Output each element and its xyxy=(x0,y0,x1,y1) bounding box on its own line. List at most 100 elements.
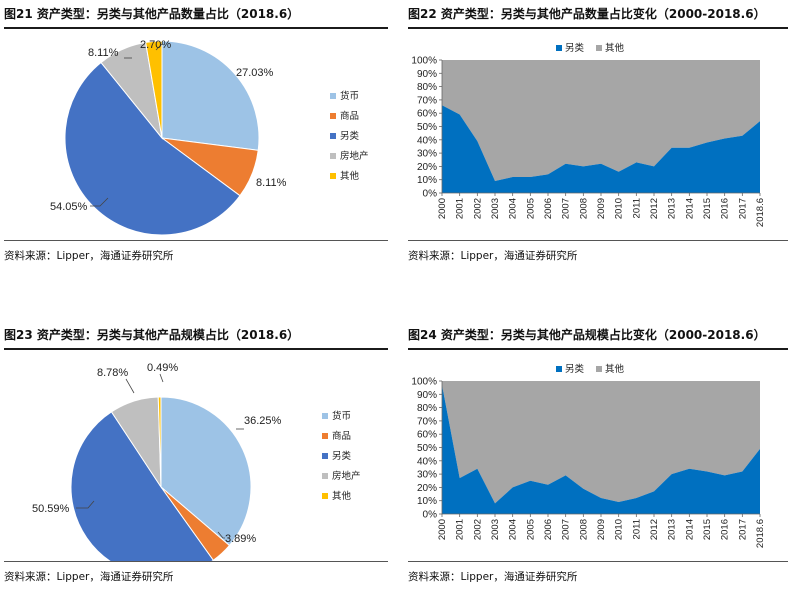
slice-label-4: 0.49% xyxy=(147,362,178,374)
source-rule xyxy=(408,561,788,562)
area-series-alt xyxy=(442,384,760,514)
figure-title: 图22 资产类型：另类与其他产品数量占比变化（2000-2018.6） xyxy=(408,7,766,21)
pie-slice-2 xyxy=(64,61,241,236)
legend-label-3: 房地产 xyxy=(332,470,361,482)
slice-label-0: 27.03% xyxy=(236,67,274,79)
y-tick-label-9: 90% xyxy=(417,69,437,80)
source-note: 资料来源：Lipper，海通证券研究所 xyxy=(408,571,578,583)
legend-label-0: 货币 xyxy=(332,410,351,422)
figure-23: 图23 资产类型：另类与其他产品规模占比（2018.6） 36.25% 3.89%… xyxy=(4,321,388,591)
legend-label-4: 其他 xyxy=(340,170,360,182)
x-tick-label-4: 2004 xyxy=(508,198,519,219)
area-series-other xyxy=(442,60,760,182)
legend-swatch-2 xyxy=(322,453,328,459)
legend-label-2: 另类 xyxy=(332,450,352,462)
legend-swatch-1 xyxy=(596,45,602,51)
leader-line-4 xyxy=(155,43,163,51)
x-tick-label-18: 2018.6 xyxy=(755,519,766,548)
y-tick-label-1: 10% xyxy=(417,496,437,507)
x-tick-label-11: 2011 xyxy=(631,198,642,218)
x-tick-label-0: 2000 xyxy=(437,198,448,219)
legend-label-2: 另类 xyxy=(340,130,360,142)
y-tick-label-3: 30% xyxy=(417,470,437,481)
leader-line-4 xyxy=(159,373,164,383)
legend-swatch-1 xyxy=(322,433,328,439)
x-tick-label-0: 2000 xyxy=(437,519,448,540)
legend-label-3: 房地产 xyxy=(340,150,369,162)
x-tick-label-5: 2005 xyxy=(525,198,536,219)
y-tick-label-8: 80% xyxy=(417,82,437,93)
x-tick-label-2: 2002 xyxy=(472,519,483,540)
slice-label-4: 2.70% xyxy=(140,39,171,51)
legend-swatch-1 xyxy=(596,366,602,372)
x-tick-label-16: 2016 xyxy=(720,519,731,540)
x-tick-label-12: 2012 xyxy=(649,198,660,219)
slice-label-0: 36.25% xyxy=(244,415,282,427)
leader-line-2 xyxy=(76,500,95,509)
x-tick-label-13: 2013 xyxy=(667,519,678,540)
x-tick-label-16: 2016 xyxy=(720,198,731,219)
figure-24: 图24 资产类型：另类与其他产品规模占比变化（2000-2018.6） 0% 10… xyxy=(408,321,788,591)
leader-line-2 xyxy=(90,197,109,207)
x-tick-label-15: 2015 xyxy=(702,519,713,540)
x-tick-label-6: 2006 xyxy=(543,519,554,540)
y-tick-label-6: 60% xyxy=(417,430,437,441)
figure-title: 图21 资产类型：另类与其他产品数量占比（2018.6） xyxy=(4,7,300,21)
x-tick-label-8: 2008 xyxy=(578,519,589,540)
title-rule xyxy=(408,27,788,29)
y-tick-label-1: 10% xyxy=(417,175,437,186)
legend-label-1: 其他 xyxy=(605,42,625,54)
legend-label-0: 另类 xyxy=(565,42,585,54)
y-tick-label-4: 40% xyxy=(417,456,437,467)
area-chart-count: 0% 10% 20% 30% 40% 50% 60% 70% 80% 90% 100% 2000 200… xyxy=(411,42,766,227)
x-tick-label-10: 2010 xyxy=(614,198,625,219)
slice-label-2: 54.05% xyxy=(50,201,88,213)
figure-22: 图22 资产类型：另类与其他产品数量占比变化（2000-2018.6） 0% 10… xyxy=(408,0,788,270)
y-tick-label-9: 90% xyxy=(417,390,437,401)
y-tick-label-6: 60% xyxy=(417,109,437,120)
leader-line-1 xyxy=(217,531,225,539)
y-tick-label-5: 50% xyxy=(417,443,437,454)
source-rule xyxy=(4,561,388,562)
y-tick-label-8: 80% xyxy=(417,403,437,414)
legend-swatch-2 xyxy=(330,133,336,139)
x-tick-label-1: 2001 xyxy=(455,519,466,540)
legend-label-1: 其他 xyxy=(605,363,625,375)
y-tick-label-5: 50% xyxy=(417,122,437,133)
legend-swatch-3 xyxy=(330,153,336,159)
source-note: 资料来源：Lipper，海通证券研究所 xyxy=(408,250,578,262)
y-tick-label-7: 70% xyxy=(417,95,437,106)
x-tick-label-12: 2012 xyxy=(649,519,660,540)
slice-label-1: 3.89% xyxy=(225,533,256,545)
y-tick-label-2: 20% xyxy=(417,162,437,173)
x-tick-label-4: 2004 xyxy=(508,519,519,540)
y-tick-label-4: 40% xyxy=(417,135,437,146)
figure-21: 图21 资产类型：另类与其他产品数量占比（2018.6） 27.03% 8.11%… xyxy=(4,0,388,270)
legend-label-1: 商品 xyxy=(340,110,359,122)
x-tick-label-10: 2010 xyxy=(614,519,625,540)
x-tick-label-18: 2018.6 xyxy=(755,198,766,227)
x-tick-label-9: 2009 xyxy=(596,519,607,540)
y-tick-label-0: 0% xyxy=(423,189,438,200)
figure-title: 图23 资产类型：另类与其他产品规模占比（2018.6） xyxy=(4,328,300,342)
legend-label-0: 货币 xyxy=(340,90,359,102)
slice-label-2: 50.59% xyxy=(32,503,70,515)
y-tick-label-10: 100% xyxy=(411,377,437,388)
x-tick-label-13: 2013 xyxy=(667,198,678,219)
x-tick-label-14: 2014 xyxy=(684,198,695,219)
legend-swatch-0 xyxy=(556,366,562,372)
slice-label-1: 8.11% xyxy=(256,177,287,189)
legend-label-0: 另类 xyxy=(565,363,585,375)
legend-swatch-1 xyxy=(330,113,336,119)
y-tick-label-10: 100% xyxy=(411,56,437,67)
source-note: 资料来源：Lipper，海通证券研究所 xyxy=(4,250,174,262)
area-series-other xyxy=(442,381,760,504)
y-tick-label-3: 30% xyxy=(417,149,437,160)
source-note: 资料来源：Lipper，海通证券研究所 xyxy=(4,571,174,583)
x-tick-label-1: 2001 xyxy=(455,198,466,219)
x-tick-label-8: 2008 xyxy=(578,198,589,219)
title-rule xyxy=(408,348,788,350)
source-rule xyxy=(408,240,788,241)
